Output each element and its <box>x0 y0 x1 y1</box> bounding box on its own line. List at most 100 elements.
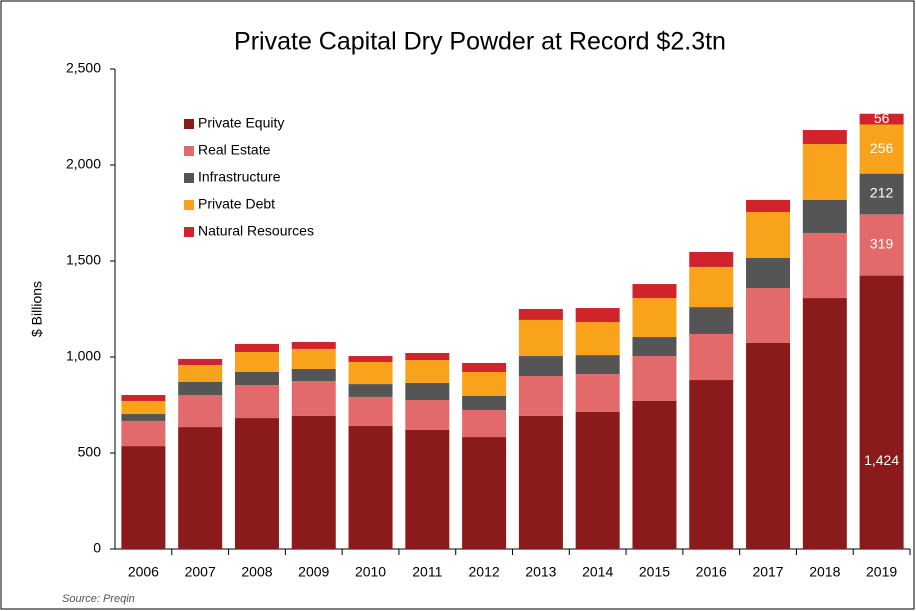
bar-segment <box>802 144 847 200</box>
bar-segment <box>859 113 904 125</box>
bar-segment <box>348 356 393 362</box>
bar-segment <box>859 275 904 549</box>
bar-segment <box>121 395 166 401</box>
bar-segment <box>518 309 563 320</box>
bar-segment <box>291 348 336 369</box>
bar-segment <box>121 446 166 549</box>
legend-label: Natural Resources <box>198 223 314 239</box>
x-tick-label: 2010 <box>355 564 386 580</box>
bar-segment <box>121 414 166 421</box>
bar-segment <box>291 342 336 349</box>
bar-segment <box>405 360 450 383</box>
x-tick-label: 2008 <box>241 564 272 580</box>
x-tick-label: 2013 <box>525 564 556 580</box>
bar-segment <box>234 352 279 372</box>
y-tick-label: 0 <box>93 540 101 556</box>
bar-segment <box>178 365 223 382</box>
bar-segment <box>121 400 166 415</box>
x-tick-label: 2019 <box>866 564 897 580</box>
bar-segment <box>802 298 847 549</box>
x-tick-label: 2006 <box>128 564 159 580</box>
y-tick-label: 2,500 <box>66 60 101 76</box>
x-tick-label: 2009 <box>298 564 329 580</box>
bar-segment <box>462 437 507 549</box>
bar-segment <box>575 374 620 412</box>
bar-segment <box>291 381 336 416</box>
bar-segment <box>859 214 904 276</box>
bar-segment <box>234 343 279 353</box>
bar-segment <box>746 257 791 289</box>
bar-segment <box>234 371 279 386</box>
bar-segment <box>859 173 904 215</box>
bar-segment <box>859 124 904 174</box>
x-tick-label: 2014 <box>582 564 613 580</box>
bar-segment <box>462 362 507 372</box>
legend-swatch <box>184 119 194 129</box>
bar-segment <box>348 425 393 549</box>
bar-segment <box>746 288 791 343</box>
bar-segment <box>348 361 393 385</box>
data-label: 212 <box>870 185 894 201</box>
x-tick-label: 2011 <box>412 564 442 580</box>
legend-label: Private Equity <box>198 115 284 131</box>
bar-segment <box>689 307 734 334</box>
y-tick-label: 1,000 <box>66 348 101 364</box>
legend-label: Private Debt <box>198 196 275 212</box>
bar-segment <box>405 429 450 549</box>
bar-segment <box>234 418 279 549</box>
bar-segment <box>462 409 507 438</box>
bar-segment <box>405 352 450 361</box>
bar-segment <box>746 199 791 213</box>
x-tick-label: 2018 <box>809 564 840 580</box>
bar-segment <box>518 415 563 549</box>
x-tick-label: 2017 <box>752 564 783 580</box>
bar-segment <box>291 415 336 549</box>
bar-segment <box>632 284 677 299</box>
bar-segment <box>632 400 677 549</box>
y-axis-label: $ Billions <box>29 281 45 337</box>
x-tick-label: 2015 <box>639 564 670 580</box>
bar-segment <box>632 337 677 357</box>
bar-segment <box>348 384 393 397</box>
y-tick-label: 500 <box>78 444 102 460</box>
bar-segment <box>575 308 620 323</box>
bar-segment <box>234 385 279 419</box>
bar-segment <box>518 376 563 416</box>
bar-segment <box>518 319 563 357</box>
legend-swatch <box>184 173 194 183</box>
bar-segment <box>632 298 677 338</box>
data-label: 56 <box>874 110 890 126</box>
source: Source: Preqin <box>62 593 135 605</box>
bar-segment <box>178 395 223 428</box>
data-label: 256 <box>870 140 894 156</box>
bar-segment <box>689 266 734 308</box>
bar-segment <box>689 333 734 381</box>
bar-segment <box>575 322 620 356</box>
bar-segment <box>802 130 847 145</box>
legend-label: Real Estate <box>198 142 271 158</box>
y-tick-label: 2,000 <box>66 156 101 172</box>
x-tick-label: 2007 <box>185 564 216 580</box>
bar-segment <box>746 342 791 549</box>
bar-segment <box>462 371 507 396</box>
x-tick-label: 2012 <box>469 564 500 580</box>
bar-segment <box>121 420 166 447</box>
y-tick-label: 1,500 <box>66 252 101 268</box>
legend-swatch <box>184 227 194 237</box>
bar-segment <box>178 427 223 549</box>
bar-segment <box>405 382 450 401</box>
bar-segment <box>518 356 563 377</box>
legend-label: Infrastructure <box>198 169 281 185</box>
bar-segment <box>802 199 847 233</box>
x-tick-label: 2016 <box>696 564 727 580</box>
bar-segment <box>178 381 223 396</box>
bar-segment <box>689 251 734 267</box>
bar-segment <box>291 368 336 381</box>
data-label: 1,424 <box>864 452 899 468</box>
bar-segment <box>348 396 393 426</box>
legend-swatch <box>184 200 194 210</box>
bar-segment <box>178 358 223 366</box>
bar-segment <box>746 212 791 258</box>
